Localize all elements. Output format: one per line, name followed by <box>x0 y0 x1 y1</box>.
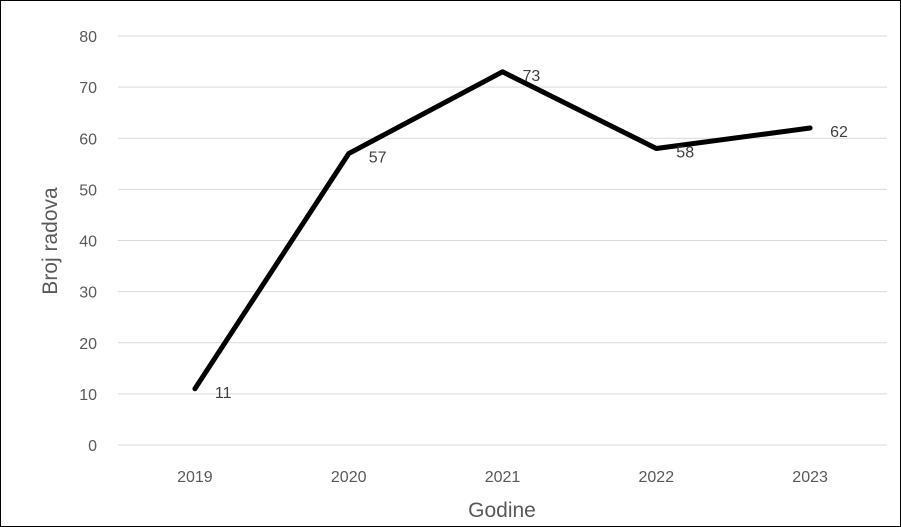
x-tick-labels: 2019 2020 2021 2022 2023 <box>177 469 828 486</box>
y-tick-10: 10 <box>79 387 97 404</box>
y-tick-30: 30 <box>79 285 97 302</box>
y-tick-labels: 0 10 20 30 40 50 60 70 80 <box>79 29 97 455</box>
data-label-2021: 73 <box>523 68 541 85</box>
data-labels: 11 57 73 58 62 <box>215 68 848 402</box>
x-tick-2019: 2019 <box>177 469 213 486</box>
y-tick-20: 20 <box>79 336 97 353</box>
y-tick-70: 70 <box>79 80 97 97</box>
y-tick-40: 40 <box>79 234 97 251</box>
series-line-0 <box>192 69 813 392</box>
y-tick-0: 0 <box>88 438 97 455</box>
x-tick-2021: 2021 <box>485 469 521 486</box>
x-tick-2020: 2020 <box>331 469 367 486</box>
x-tick-2022: 2022 <box>639 469 675 486</box>
series-line-group <box>192 69 813 392</box>
y-tick-60: 60 <box>79 131 97 148</box>
y-axis-label: Broj radova <box>39 187 62 295</box>
x-tick-2023: 2023 <box>792 469 828 486</box>
data-label-2023: 62 <box>830 124 848 141</box>
y-tick-80: 80 <box>79 29 97 46</box>
data-label-2020: 57 <box>369 150 387 167</box>
y-tick-50: 50 <box>79 182 97 199</box>
x-axis-label: Godine <box>468 499 536 522</box>
data-label-2022: 58 <box>676 144 694 161</box>
data-label-2019: 11 <box>215 385 232 402</box>
gridlines <box>118 35 887 446</box>
